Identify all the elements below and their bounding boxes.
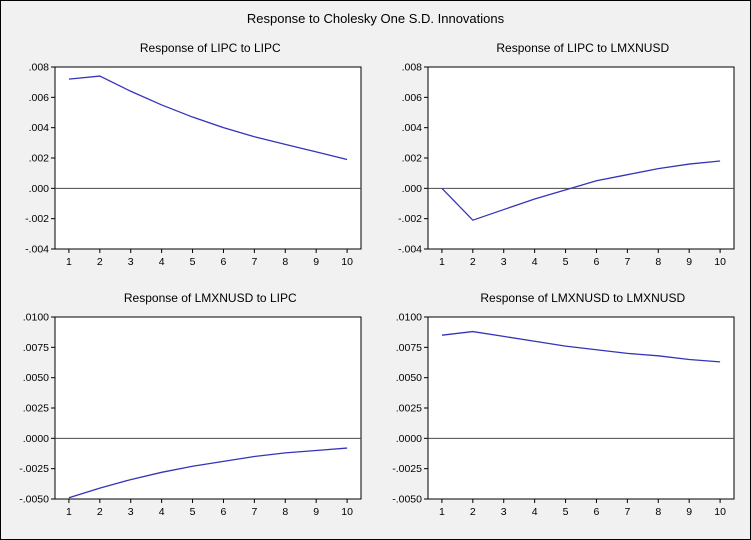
- svg-text:.0050: .0050: [23, 372, 49, 384]
- svg-text:2: 2: [470, 256, 476, 268]
- svg-text:.008: .008: [401, 62, 422, 74]
- chart-canvas-lipc-lmxnusd: .008 .006 .004 .002 .000 -.002 -.004 1 2 3 4 5 6 7 8 9 1…: [398, 62, 735, 268]
- svg-text:.0050: .0050: [395, 372, 421, 384]
- svg-text:1: 1: [439, 506, 445, 518]
- panel-title: Response of LIPC to LMXNUSD: [496, 41, 670, 55]
- svg-text:5: 5: [562, 256, 568, 268]
- panel-response-lipc-lipc: Response of LIPC to LIPC .008.006.004.00…: [7, 37, 372, 273]
- svg-text:.002: .002: [401, 153, 422, 165]
- svg-text:-.0050: -.0050: [392, 494, 422, 506]
- svg-text:9: 9: [314, 256, 320, 268]
- panel-grid: Response of LIPC to LIPC .008.006.004.00…: [1, 35, 750, 523]
- svg-text:.000: .000: [29, 183, 50, 195]
- svg-text:.0075: .0075: [395, 342, 421, 354]
- svg-text:7: 7: [624, 256, 630, 268]
- svg-text:-.004: -.004: [398, 244, 422, 256]
- svg-text:.004: .004: [29, 122, 50, 134]
- svg-text:1: 1: [439, 256, 445, 268]
- svg-text:.0025: .0025: [395, 403, 421, 415]
- svg-text:.006: .006: [29, 92, 50, 104]
- svg-text:5: 5: [190, 256, 196, 268]
- svg-text:3: 3: [501, 506, 507, 518]
- svg-text:2: 2: [470, 506, 476, 518]
- svg-text:-.0025: -.0025: [19, 463, 49, 475]
- panel-response-lmxnusd-lipc: Response of LMXNUSD to LIPC .0100.0075.0…: [7, 287, 372, 523]
- svg-text:-.0025: -.0025: [392, 463, 422, 475]
- svg-text:2: 2: [97, 506, 103, 518]
- svg-text:-.004: -.004: [25, 244, 49, 256]
- svg-text:6: 6: [593, 256, 599, 268]
- svg-text:.006: .006: [401, 92, 422, 104]
- panel-title: Response of LIPC to LIPC: [139, 41, 281, 55]
- svg-text:8: 8: [283, 256, 289, 268]
- figure-title: Response to Cholesky One S.D. Innovation…: [246, 11, 505, 26]
- svg-text:6: 6: [221, 506, 227, 518]
- panel-title: Response of LMXNUSD to LIPC: [123, 291, 297, 305]
- svg-text:-.002: -.002: [25, 213, 49, 225]
- svg-text:2: 2: [97, 256, 103, 268]
- svg-text:10: 10: [341, 256, 353, 268]
- svg-text:7: 7: [624, 506, 630, 518]
- svg-text:.0025: .0025: [23, 403, 49, 415]
- svg-text:.0075: .0075: [23, 342, 49, 354]
- svg-text:10: 10: [714, 256, 726, 268]
- svg-text:8: 8: [283, 506, 289, 518]
- svg-text:3: 3: [501, 256, 507, 268]
- panel-response-lipc-lmxnusd: Response of LIPC to LMXNUSD .008 .006 .004…: [380, 37, 745, 273]
- svg-text:-.002: -.002: [398, 213, 422, 225]
- svg-text:3: 3: [128, 256, 134, 268]
- svg-text:5: 5: [562, 506, 568, 518]
- svg-text:.0000: .0000: [395, 433, 421, 445]
- panel-response-lmxnusd-lmxnusd: Response of LMXNUSD to LMXNUSD .0100 .007…: [380, 287, 745, 523]
- svg-text:.008: .008: [29, 62, 50, 74]
- svg-text:10: 10: [714, 506, 726, 518]
- chart-canvas-lmxnusd-lipc: .0100 .0075 .0050 .0025 .0000 -.0025 -.0050 1 2 3…: [19, 312, 362, 518]
- svg-text:8: 8: [655, 506, 661, 518]
- svg-text:7: 7: [252, 506, 258, 518]
- svg-text:4: 4: [159, 256, 165, 268]
- svg-text:9: 9: [686, 506, 692, 518]
- svg-text:.0100: .0100: [395, 312, 421, 324]
- svg-text:.000: .000: [401, 183, 422, 195]
- svg-text:4: 4: [531, 256, 537, 268]
- svg-text:1: 1: [66, 506, 72, 518]
- panel-title: Response of LMXNUSD to LMXNUSD: [480, 291, 686, 305]
- svg-text:9: 9: [314, 506, 320, 518]
- svg-text:7: 7: [252, 256, 258, 268]
- chart-canvas-lipc-lipc: .008 .006 .004 .002 .000 -.002 -.004 1 2 3 4 5 6 7 8 9 1…: [25, 62, 362, 268]
- svg-text:-.0050: -.0050: [19, 494, 49, 506]
- chart-canvas-lmxnusd-lmxnusd: .0100 .0075 .0050 .0025 .0000 -.0025 -.0050 1 2 3…: [392, 312, 735, 518]
- svg-text:3: 3: [128, 506, 134, 518]
- svg-text:10: 10: [341, 506, 353, 518]
- svg-text:9: 9: [686, 256, 692, 268]
- svg-text:6: 6: [593, 506, 599, 518]
- svg-text:6: 6: [221, 256, 227, 268]
- svg-text:4: 4: [159, 506, 165, 518]
- svg-text:.0100: .0100: [23, 312, 49, 324]
- svg-text:8: 8: [655, 256, 661, 268]
- svg-text:5: 5: [190, 506, 196, 518]
- svg-text:4: 4: [531, 506, 537, 518]
- svg-text:.0000: .0000: [23, 433, 49, 445]
- svg-text:.004: .004: [401, 122, 422, 134]
- svg-text:.002: .002: [29, 153, 50, 165]
- svg-text:1: 1: [66, 256, 72, 268]
